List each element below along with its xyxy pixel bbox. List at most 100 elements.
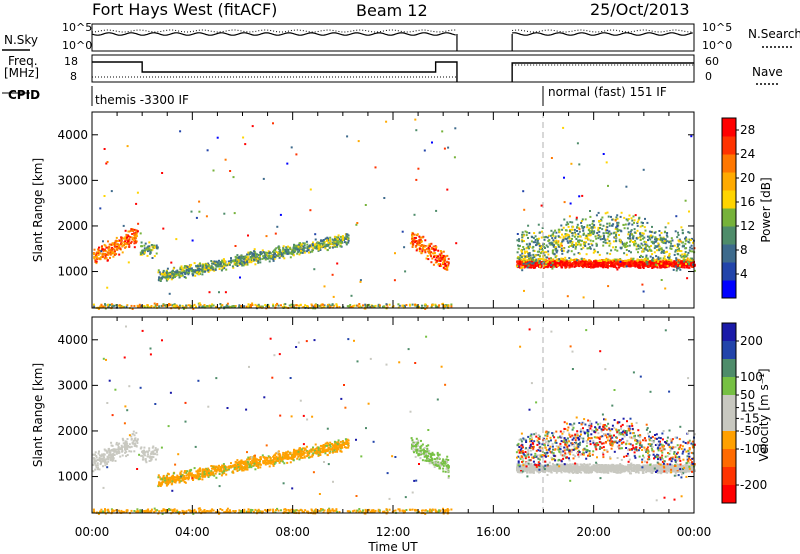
backscatter-point [610, 232, 613, 235]
backscatter-point [253, 258, 255, 261]
backscatter-point [336, 238, 339, 241]
backscatter-point [599, 223, 602, 226]
backscatter-point [247, 305, 249, 308]
backscatter-point [240, 254, 243, 257]
backscatter-point [141, 251, 144, 254]
backscatter-point [253, 248, 256, 251]
backscatter-point [602, 241, 605, 244]
backscatter-point [573, 253, 576, 256]
backscatter-point [426, 255, 429, 257]
nsearch-tick-top: 10^5 [702, 21, 732, 34]
backscatter-point [547, 250, 550, 253]
backscatter-point [114, 244, 117, 247]
backscatter-point [553, 260, 556, 263]
backscatter-point [167, 304, 170, 307]
backscatter-point [222, 259, 225, 262]
backscatter-point [523, 263, 526, 266]
backscatter-point [545, 251, 548, 254]
backscatter-point [284, 452, 287, 455]
backscatter-point [442, 254, 445, 257]
backscatter-point [277, 252, 280, 255]
backscatter-point [349, 304, 352, 306]
backscatter-point [356, 222, 359, 224]
backscatter-point [347, 241, 350, 244]
backscatter-point [208, 291, 211, 294]
backscatter-point [134, 229, 137, 232]
backscatter-point [310, 245, 313, 248]
backscatter-point [612, 260, 615, 263]
backscatter-point [223, 265, 226, 268]
backscatter-point [170, 272, 173, 275]
backscatter-point [671, 245, 674, 248]
cpid-left-text: themis -3300 IF [95, 93, 189, 107]
backscatter-point [314, 304, 317, 307]
backscatter-point [182, 307, 185, 310]
backscatter-point [551, 262, 554, 265]
backscatter-point [337, 234, 340, 237]
backscatter-point [612, 246, 615, 249]
backscatter-point [236, 262, 238, 265]
backscatter-point [296, 246, 298, 249]
backscatter-point [593, 265, 596, 268]
colorbar-tick-label: 8 [740, 243, 748, 257]
backscatter-point [437, 249, 440, 252]
backscatter-point [93, 460, 96, 463]
backscatter-point [273, 258, 276, 260]
backscatter-point [683, 254, 686, 257]
backscatter-point [127, 230, 130, 233]
backscatter-point [569, 264, 571, 267]
backscatter-point [521, 240, 524, 243]
backscatter-point [413, 213, 416, 216]
backscatter-point [581, 226, 584, 229]
backscatter-point [689, 257, 692, 260]
backscatter-point [95, 262, 98, 265]
backscatter-point [288, 304, 291, 307]
date-title: 25/Oct/2013 [590, 0, 690, 19]
backscatter-point [418, 247, 421, 250]
backscatter-point [314, 233, 317, 236]
backscatter-point [147, 453, 150, 456]
backscatter-point [446, 188, 449, 191]
backscatter-point [299, 251, 302, 254]
backscatter-point [520, 267, 523, 270]
backscatter-point [583, 243, 586, 246]
backscatter-point [654, 265, 657, 268]
backscatter-point [146, 305, 149, 308]
backscatter-point [582, 246, 585, 249]
backscatter-point [669, 247, 672, 250]
backscatter-point [629, 264, 631, 267]
backscatter-point [124, 246, 127, 249]
backscatter-point [154, 447, 157, 450]
backscatter-point [679, 250, 681, 252]
backscatter-point [96, 257, 99, 260]
backscatter-point [275, 457, 278, 460]
backscatter-point [636, 259, 639, 262]
backscatter-point [680, 250, 683, 253]
backscatter-point [526, 231, 528, 234]
backscatter-point [267, 250, 270, 253]
backscatter-point [241, 257, 244, 260]
backscatter-point [107, 458, 110, 461]
backscatter-point [578, 230, 581, 233]
backscatter-point [329, 240, 332, 243]
backscatter-point [424, 251, 427, 254]
backscatter-point [334, 240, 337, 243]
backscatter-point [633, 221, 635, 224]
backscatter-point [577, 252, 580, 254]
backscatter-point [309, 209, 312, 212]
backscatter-point [524, 255, 527, 258]
backscatter-point [637, 251, 639, 254]
backscatter-point [97, 253, 100, 256]
backscatter-point [308, 245, 311, 248]
backscatter-point [116, 448, 119, 451]
backscatter-point [590, 266, 592, 269]
backscatter-point [125, 455, 128, 458]
backscatter-point [615, 240, 618, 243]
backscatter-point [92, 303, 95, 306]
backscatter-point [555, 241, 558, 244]
backscatter-point [659, 236, 662, 239]
backscatter-point [121, 449, 124, 452]
backscatter-point [171, 270, 174, 273]
backscatter-point [205, 268, 207, 271]
backscatter-point [639, 261, 642, 264]
